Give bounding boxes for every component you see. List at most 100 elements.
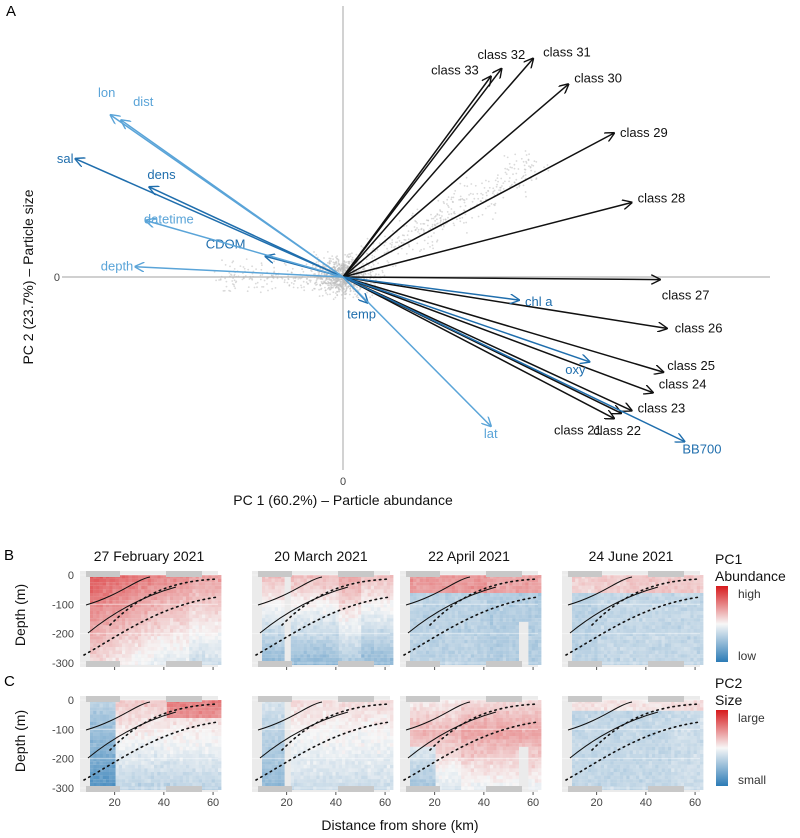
heat-cell xyxy=(326,578,330,583)
heat-cell xyxy=(297,578,301,583)
heat-cell xyxy=(581,611,585,615)
heat-cell xyxy=(271,647,275,651)
score-point xyxy=(349,255,352,258)
heat-cell xyxy=(522,611,526,615)
heat-cell xyxy=(202,582,206,586)
heat-cell xyxy=(182,589,187,593)
heat-cell xyxy=(348,625,352,629)
heat-cell xyxy=(268,654,272,658)
heat-cell xyxy=(358,593,362,597)
heat-cell xyxy=(572,618,576,622)
heat-cell xyxy=(461,636,465,640)
heat-cell xyxy=(211,654,215,658)
heat-cell xyxy=(464,611,468,615)
heat-cell xyxy=(390,654,394,658)
heat-cell xyxy=(186,639,190,644)
heat-cell xyxy=(118,654,123,658)
heat-cell xyxy=(380,650,384,655)
heat-cell xyxy=(390,614,394,619)
heat-cell xyxy=(432,600,436,604)
heat-cell xyxy=(604,593,608,597)
heat-cell xyxy=(581,657,585,662)
heat-cell xyxy=(531,618,535,622)
heat-cell xyxy=(186,654,190,658)
heat-cell xyxy=(300,632,304,637)
heat-cell xyxy=(131,618,135,622)
heat-cell xyxy=(597,629,601,633)
heat-cell xyxy=(345,593,349,597)
heat-cell xyxy=(281,585,285,590)
heat-cell xyxy=(157,643,161,647)
loading-label: class 28 xyxy=(638,191,686,206)
heat-cell xyxy=(265,607,269,611)
heat-cell xyxy=(486,578,491,583)
heat-cell xyxy=(575,607,579,611)
score-point xyxy=(423,223,426,225)
heat-cell xyxy=(316,578,320,583)
heat-cell xyxy=(160,625,164,629)
heat-cell xyxy=(205,629,209,633)
heat-cell xyxy=(509,625,513,629)
heat-cell xyxy=(274,582,279,586)
score-point xyxy=(339,265,342,267)
heat-cell xyxy=(348,596,352,601)
heat-cell xyxy=(332,621,336,626)
heat-cell xyxy=(195,632,199,637)
heat-cell xyxy=(332,582,336,586)
daylight-bar xyxy=(406,571,440,577)
heat-cell xyxy=(179,636,183,640)
heat-cell xyxy=(377,639,381,644)
heat-cell xyxy=(383,636,387,640)
heat-cell xyxy=(451,639,455,644)
score-point xyxy=(494,179,497,182)
heat-cell xyxy=(506,636,510,640)
score-point xyxy=(506,168,509,171)
heat-cell xyxy=(300,607,304,611)
heat-cell xyxy=(138,611,142,615)
heat-cell xyxy=(364,625,368,629)
score-point xyxy=(367,264,370,266)
heat-cell xyxy=(528,657,532,662)
score-point xyxy=(530,164,533,166)
score-point xyxy=(496,177,499,180)
heat-cell xyxy=(477,600,481,604)
heat-cell xyxy=(106,654,110,658)
score-point xyxy=(488,205,491,207)
heat-cell xyxy=(271,589,275,593)
heat-cell xyxy=(581,647,585,651)
heat-cell xyxy=(109,607,113,611)
heat-cell xyxy=(93,629,97,633)
heat-cell xyxy=(173,607,177,611)
heat-cell xyxy=(115,629,119,633)
score-point xyxy=(306,282,309,285)
score-point xyxy=(366,237,369,240)
heat-cell xyxy=(313,632,317,637)
heat-cell xyxy=(610,629,614,633)
heat-cell xyxy=(192,629,196,633)
heat-cell xyxy=(186,647,190,651)
heat-cell xyxy=(218,611,222,615)
heat-cell xyxy=(141,611,145,615)
score-point xyxy=(407,238,410,241)
heat-cell xyxy=(410,582,414,586)
heat-cell xyxy=(364,589,368,593)
heat-cell xyxy=(342,578,346,583)
heat-cell xyxy=(170,636,174,640)
heat-cell xyxy=(115,650,119,655)
heat-cell xyxy=(99,625,103,629)
heat-cell xyxy=(486,618,491,622)
heat-cell xyxy=(128,639,132,644)
heat-cell xyxy=(205,654,209,658)
heat-cell xyxy=(338,647,343,651)
heat-cell xyxy=(306,629,311,633)
heat-cell xyxy=(115,654,119,658)
score-point xyxy=(370,274,373,277)
score-point xyxy=(294,277,297,280)
score-point xyxy=(431,241,434,243)
heat-cell xyxy=(205,632,209,637)
heat-cell xyxy=(195,643,199,647)
heat-cell xyxy=(138,575,142,579)
heat-cell xyxy=(432,632,436,637)
heat-cell xyxy=(361,589,365,593)
heat-cell xyxy=(157,618,161,622)
